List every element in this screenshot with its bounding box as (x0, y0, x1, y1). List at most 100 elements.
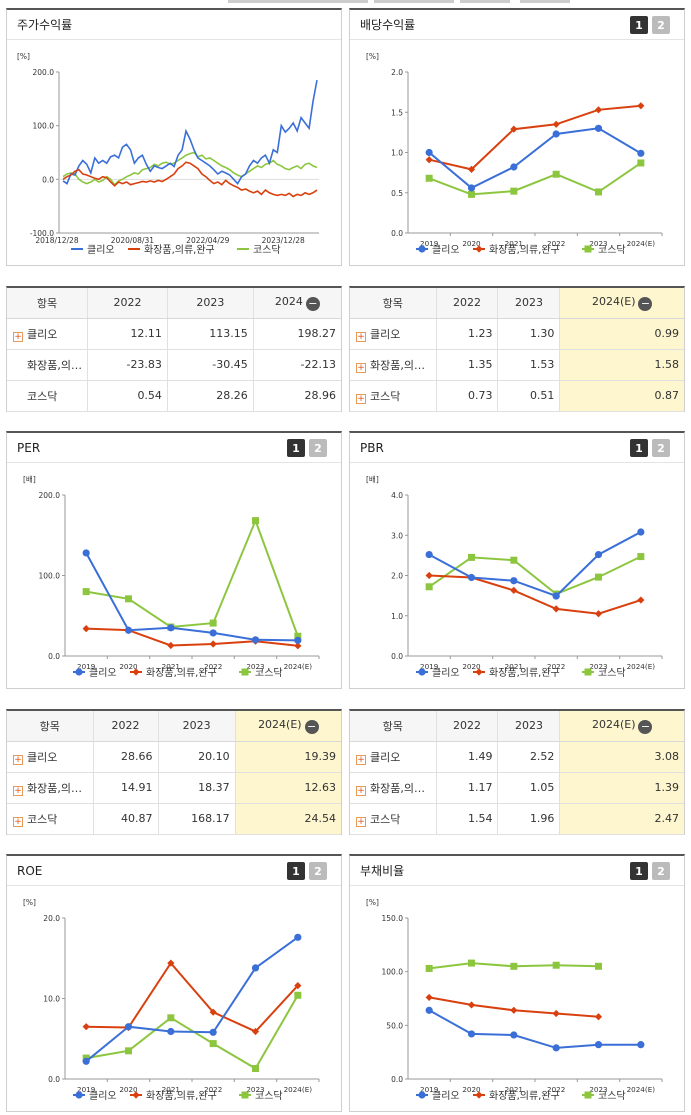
panel-title: PER (7, 433, 341, 463)
pbr-chart: [배] 0.0 1.0 2.0 3.0 4.0 2019 2020 2021 2022 2023 20… (366, 475, 663, 679)
data-point (510, 1006, 518, 1014)
cell: 0.51 (497, 380, 560, 412)
data-point (167, 1027, 175, 1036)
y-tick-label: 10.0 (43, 995, 60, 1004)
x-tick-label: 2019 (420, 239, 439, 248)
x-tick-label: 2020 (462, 239, 481, 248)
collapse-icon[interactable]: − (305, 296, 320, 311)
panel-title: 주가수익률 (7, 10, 341, 40)
col-2024e: 2024(E) − (559, 288, 684, 319)
data-point (594, 106, 603, 114)
data-point (425, 550, 433, 559)
expand-icon[interactable]: + (356, 362, 366, 373)
table-row: + 코스닥 40.87 168.17 24.54 (7, 803, 341, 835)
data-point (124, 626, 133, 634)
cell: -22.13 (252, 349, 341, 381)
debt-ratio-panel: 부채비율 1 2 [%] 0.0 50.0 100.0 150.0 2019 2020 202… (349, 854, 685, 1112)
cell: 2.47 (559, 803, 684, 835)
x-tick-label: 2024(E) (627, 1085, 656, 1094)
table-row: + 코스닥 0.73 0.51 0.87 (350, 380, 684, 412)
y-unit-label: [배] (366, 475, 379, 484)
data-point (251, 636, 260, 644)
x-tick-label: 2023 (589, 239, 607, 248)
cell: 40.87 (92, 803, 159, 835)
cell: 0.87 (559, 380, 684, 412)
x-tick-label: 2022 (204, 1085, 222, 1094)
data-point (241, 1091, 249, 1099)
legend-label: 화장품,의류,완구 (146, 667, 217, 679)
x-tick-label: 2019 (77, 662, 96, 671)
x-tick-label: 2019 (420, 1085, 439, 1094)
data-point (425, 1006, 433, 1014)
data-point (510, 1031, 518, 1039)
page-2-button[interactable]: 2 (309, 862, 327, 880)
row-label: 코스닥 (27, 812, 58, 826)
data-point (594, 550, 603, 559)
x-tick-label: 2020 (119, 1085, 138, 1094)
expand-icon[interactable]: + (356, 754, 366, 765)
data-point (82, 1023, 90, 1031)
expand-icon[interactable]: + (13, 754, 23, 765)
y-tick-label: 100.0 (382, 968, 404, 977)
x-tick-label: 2023/12/28 (262, 236, 305, 245)
page-1-button[interactable]: 1 (630, 862, 648, 880)
cell: 19.39 (234, 741, 341, 773)
table-row: + 클리오 28.66 20.10 19.39 (7, 741, 341, 773)
expand-icon[interactable]: + (356, 785, 366, 796)
x-tick-label: 2024(E) (627, 662, 656, 671)
x-tick-label: 2023 (589, 1085, 607, 1094)
page-2-button[interactable]: 2 (652, 16, 670, 34)
page-1-button[interactable]: 1 (287, 862, 305, 880)
expand-icon[interactable]: + (356, 393, 366, 404)
page-2-button[interactable]: 2 (652, 862, 670, 880)
data-point (252, 517, 259, 525)
series-line (429, 574, 642, 615)
data-point (637, 149, 645, 157)
cell: 113.15 (166, 318, 254, 350)
col-2024e: 2024(E) − (234, 711, 341, 742)
expand-icon[interactable]: + (13, 816, 23, 827)
x-tick-label: 2022 (547, 662, 565, 671)
legend-label: 클리오 (432, 1090, 460, 1102)
data-point (425, 583, 433, 591)
y-tick-label: 50.0 (386, 1021, 403, 1030)
expand-icon[interactable]: + (13, 785, 23, 796)
x-tick-label: 2018/12/28 (35, 236, 78, 245)
collapse-icon[interactable]: − (638, 296, 653, 311)
data-point (425, 964, 433, 972)
series-line (62, 161, 318, 198)
page-1-button[interactable]: 1 (287, 439, 305, 457)
y-tick-label: 0.0 (42, 175, 54, 184)
table-row: + 클리오 1.49 2.52 3.08 (350, 741, 684, 773)
expand-icon[interactable]: + (13, 331, 23, 342)
page-2-button[interactable]: 2 (652, 439, 670, 457)
data-point (467, 184, 476, 192)
series-line (86, 994, 299, 1070)
expand-icon[interactable]: + (356, 331, 366, 342)
page-1-button[interactable]: 1 (630, 439, 648, 457)
data-point (82, 549, 90, 557)
collapse-icon[interactable]: − (304, 719, 319, 734)
stock-chart: [%] -100.0 0.0 100.0 200.0 2018/12/28 2020/08/… (17, 52, 319, 256)
series-line (428, 162, 642, 196)
data-point (251, 1027, 260, 1036)
table-row: + 화장품,의… 1.17 1.05 1.39 (350, 772, 684, 804)
debt-chart: [%] 0.0 50.0 100.0 150.0 2019 2020 2021 2022 2023… (366, 898, 663, 1102)
data-point (82, 588, 90, 596)
data-point (475, 245, 483, 253)
page-2-button[interactable]: 2 (309, 439, 327, 457)
table-header-row: 항목 2022 2023 2024(E) − (350, 711, 684, 742)
expand-icon[interactable]: + (356, 816, 366, 827)
panel-title: 배당수익률 (350, 10, 684, 40)
x-tick-label: 2024(E) (627, 239, 656, 248)
table-header-row: 항목 2022 2023 2024− (7, 288, 341, 319)
y-tick-label: -100.0 (30, 229, 54, 238)
data-point (82, 1057, 90, 1065)
collapse-icon[interactable]: − (638, 719, 653, 734)
col-item: 항목 (7, 288, 88, 319)
table-row: 화장품,의… -23.83 -30.45 -22.13 (7, 349, 341, 381)
page-1-button[interactable]: 1 (630, 16, 648, 34)
x-tick-label: 2021 (505, 1085, 523, 1094)
y-unit-label: [%] (23, 898, 36, 907)
col-2024: 2024− (252, 288, 341, 319)
